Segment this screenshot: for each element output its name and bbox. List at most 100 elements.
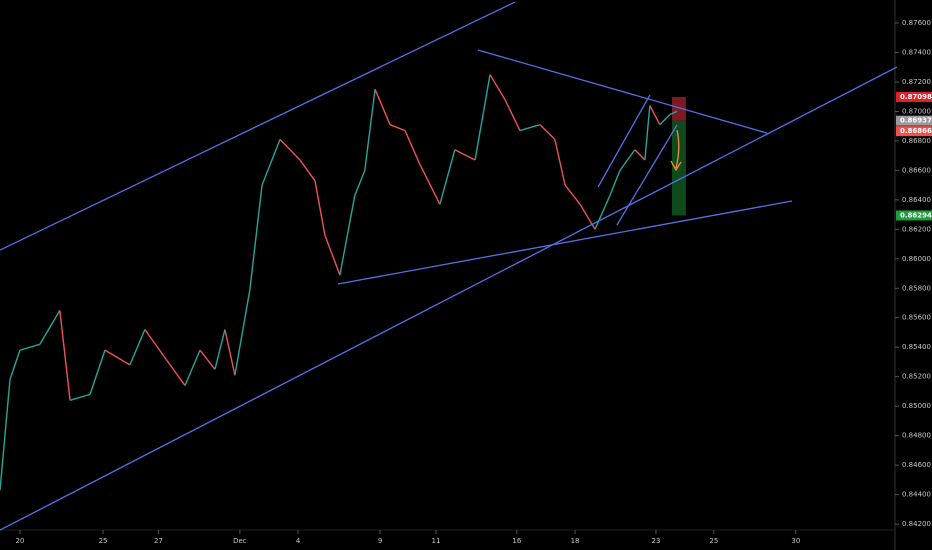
y-tick-label: 0.84800	[902, 432, 931, 440]
price-segment	[224, 329, 236, 376]
y-tick-label: 0.85600	[902, 314, 931, 322]
price-segment	[324, 234, 341, 276]
price-segment	[279, 138, 301, 161]
price-label-box	[896, 126, 932, 137]
price-segment	[314, 180, 326, 236]
price-label: 0.86294	[900, 211, 932, 219]
price-segment	[519, 124, 541, 132]
x-tick-label: 18	[571, 537, 580, 545]
price-segment	[669, 110, 678, 116]
price-segment	[474, 74, 491, 161]
price-segment	[59, 310, 71, 401]
price-label-box	[896, 91, 932, 102]
trend-line	[337, 200, 793, 285]
y-tick-label: 0.84200	[902, 520, 931, 528]
y-tick-label: 0.85400	[902, 343, 931, 351]
y-tick-label: 0.86600	[902, 166, 931, 174]
x-tick-label: 16	[512, 537, 521, 545]
price-segment	[644, 105, 651, 161]
x-tick-label: 25	[99, 537, 108, 545]
price-label: 0.86866	[900, 127, 932, 135]
price-segment	[539, 124, 556, 140]
price-segment	[504, 99, 521, 131]
price-segment	[419, 164, 441, 205]
price-label: 0.87098	[900, 93, 932, 101]
y-tick-label: 0.85200	[902, 373, 931, 381]
price-segment	[199, 349, 216, 370]
y-tick-label: 0.87600	[902, 19, 931, 27]
price-segment	[39, 310, 61, 345]
price-segment	[634, 149, 646, 161]
price-segment	[354, 170, 366, 196]
price-segment	[579, 203, 596, 230]
y-tick-label: 0.84400	[902, 491, 931, 499]
price-segment	[489, 74, 506, 100]
y-tick-label: 0.87200	[902, 78, 931, 86]
price-segment	[339, 195, 356, 276]
price-segment	[439, 149, 456, 205]
price-segment	[619, 149, 636, 171]
price-segment	[374, 89, 391, 125]
x-tick-label: 25	[709, 537, 718, 545]
x-tick-label: 27	[154, 537, 163, 545]
arrow-annotation	[670, 129, 682, 172]
price-segment	[609, 170, 621, 196]
price-segment	[659, 113, 671, 126]
price-label-box	[896, 115, 932, 126]
price-segment	[19, 343, 41, 351]
price-segment	[404, 130, 421, 165]
y-tick-label: 0.87000	[902, 107, 931, 115]
price-segment	[594, 195, 611, 230]
price-segment	[89, 349, 106, 395]
price-segment	[364, 89, 376, 171]
price-segment	[299, 159, 316, 182]
price-segment	[234, 289, 251, 376]
price-segment	[249, 185, 263, 290]
background-layer	[672, 96, 686, 216]
price-segment	[129, 329, 146, 366]
plot-layer	[0, 1, 898, 531]
y-tick-label: 0.86400	[902, 196, 931, 204]
x-tick-label: 9	[378, 537, 382, 545]
stop-zone	[672, 96, 686, 121]
x-tick-label: Dec	[233, 537, 247, 545]
y-tick-label: 0.87400	[902, 48, 931, 56]
price-segment	[454, 149, 476, 161]
x-tick-label: 11	[432, 537, 441, 545]
axis-layer: 0.84200 0.84400 0.84600 0.84800 0.85000 0.852…	[15, 19, 932, 545]
price-label: 0.86937	[900, 117, 932, 125]
x-tick-label: 23	[651, 537, 660, 545]
trend-line	[0, 1, 516, 251]
trend-line	[616, 124, 678, 226]
price-segment	[9, 349, 21, 380]
x-tick-label: 20	[15, 537, 24, 545]
price-segment	[144, 329, 171, 366]
target-zone	[672, 120, 686, 216]
price-segment	[104, 349, 131, 366]
y-tick-label: 0.86200	[902, 225, 931, 233]
y-tick-label: 0.85000	[902, 402, 931, 410]
price-segment	[564, 184, 581, 205]
price-segment	[389, 124, 406, 132]
price-segment	[0, 379, 11, 491]
x-tick-label: 4	[296, 537, 301, 545]
y-tick-label: 0.86000	[902, 255, 931, 263]
price-segment	[649, 105, 661, 126]
price-segment	[169, 364, 186, 386]
price-label-box	[896, 210, 932, 221]
trend-line	[0, 66, 898, 531]
y-tick-label: 0.85800	[902, 284, 931, 292]
price-segment	[261, 139, 281, 186]
price-segment	[184, 349, 201, 386]
x-tick-label: 30	[791, 537, 800, 545]
price-segment	[69, 393, 91, 401]
y-tick-label: 0.86800	[902, 137, 931, 145]
trend-line	[477, 49, 768, 134]
trend-line	[597, 94, 651, 188]
price-segment	[214, 329, 226, 370]
y-tick-label: 0.84600	[902, 461, 931, 469]
price-segment	[554, 139, 566, 186]
